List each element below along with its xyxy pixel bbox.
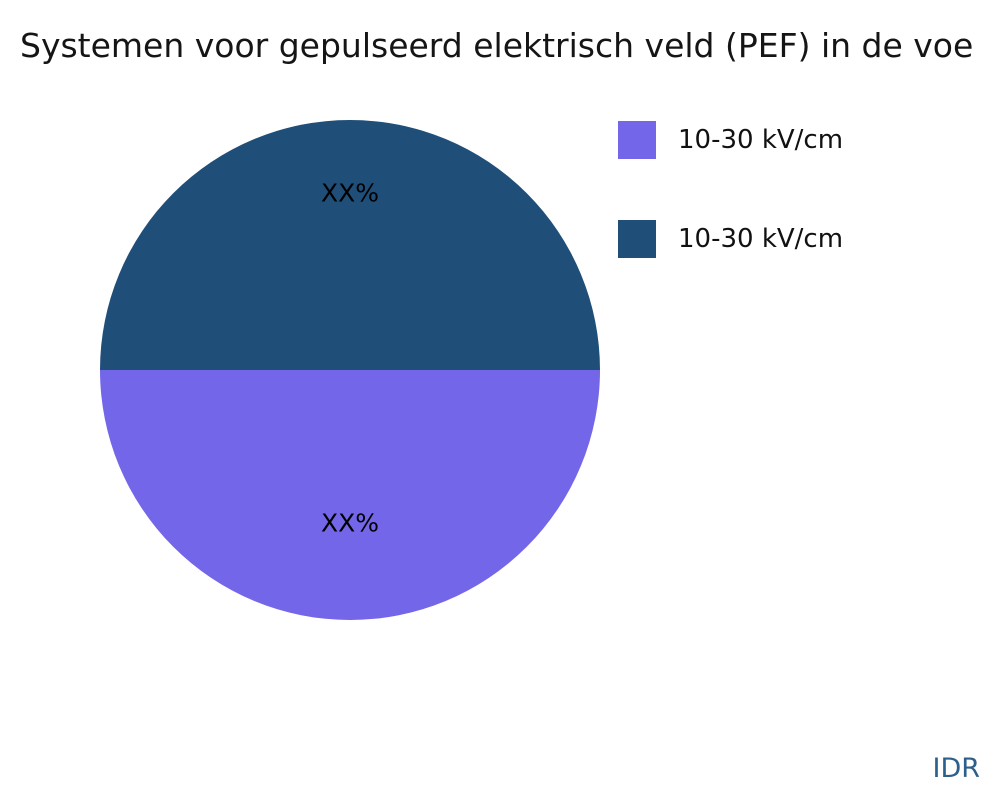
watermark-text: IDR [932,753,980,784]
legend-item: 10-30 kV/cm [618,219,843,259]
pie-chart: XX% XX% [100,120,600,620]
legend-item: 10-30 kV/cm [618,120,843,160]
legend: 10-30 kV/cm 10-30 kV/cm [618,120,843,318]
chart-title: Systemen voor gepulseerd elektrisch veld… [20,26,974,65]
legend-swatch-purple [618,121,656,159]
pie-slice-bottom [100,370,600,620]
legend-swatch-darkblue [618,220,656,258]
pie-svg [100,120,600,620]
legend-label: 10-30 kV/cm [678,125,844,155]
legend-label: 10-30 kV/cm [678,224,844,254]
pie-slice-top [100,120,600,370]
